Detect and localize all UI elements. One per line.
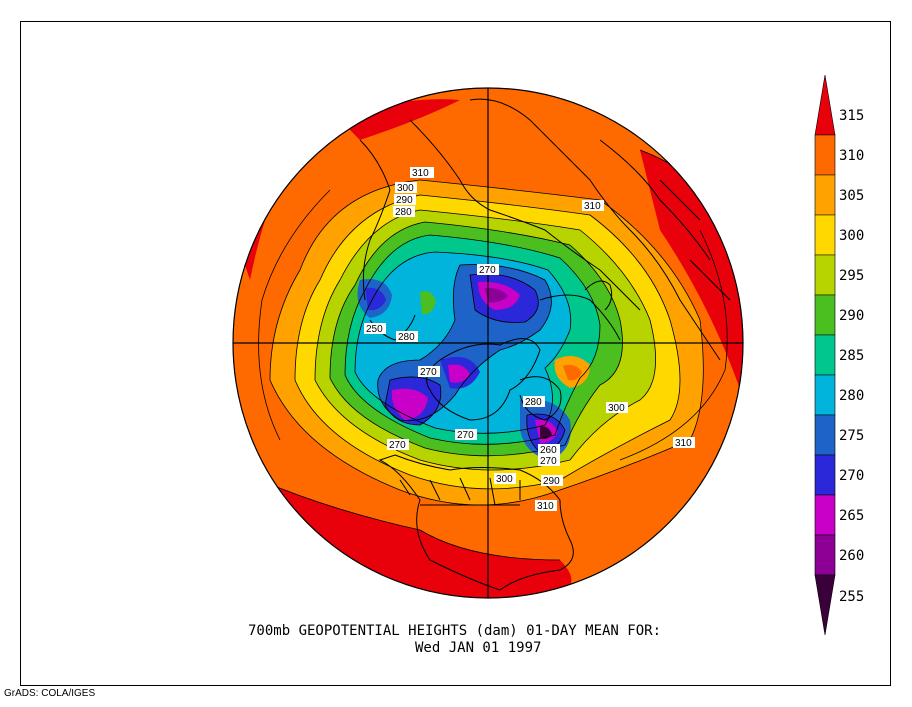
contour-labels: 310 300 290 280 270 250 280 270 280 270 … <box>364 167 695 512</box>
colorbar-label: 285 <box>839 348 864 364</box>
svg-text:300: 300 <box>397 183 414 194</box>
contour-label: 280 <box>396 331 418 343</box>
colorbar-label: 290 <box>839 308 864 324</box>
colorbar-label: 265 <box>839 508 864 524</box>
contour-label: 310 <box>410 167 434 179</box>
colorbar-segment <box>814 134 836 176</box>
plot-title-line-1: 700mb GEOPOTENTIAL HEIGHTS (dam) 01-DAY … <box>248 623 662 639</box>
colorbar-label: 310 <box>839 148 864 164</box>
contour-label: 300 <box>606 402 628 414</box>
colorbar-label: 260 <box>839 548 864 564</box>
colorbar-segment <box>814 454 836 496</box>
contour-label: 250 <box>364 323 386 335</box>
height-field <box>233 88 743 598</box>
svg-text:310: 310 <box>537 501 554 512</box>
colorbar-segment <box>814 494 836 536</box>
svg-text:300: 300 <box>608 403 625 414</box>
colorbar-segment <box>814 254 836 296</box>
contour-label: 290 <box>541 475 563 487</box>
contour-label: 270 <box>418 366 440 378</box>
colorbar-label: 315 <box>839 108 864 124</box>
svg-text:270: 270 <box>540 456 557 467</box>
svg-text:280: 280 <box>525 397 542 408</box>
colorbar-label: 255 <box>839 589 864 605</box>
contour-label: 310 <box>535 500 557 512</box>
svg-text:270: 270 <box>420 367 437 378</box>
svg-text:310: 310 <box>584 201 601 212</box>
footer-credit: GrADS: COLA/IGES <box>4 688 96 699</box>
contour-label: 270 <box>538 455 560 467</box>
svg-text:280: 280 <box>395 207 412 218</box>
contour-label: 270 <box>387 439 409 451</box>
svg-text:290: 290 <box>396 195 413 206</box>
colorbar-label: 270 <box>839 468 864 484</box>
svg-text:310: 310 <box>675 438 692 449</box>
colorbar-segment <box>814 574 836 636</box>
contour-label: 270 <box>477 264 499 276</box>
colorbar-label: 300 <box>839 228 864 244</box>
colorbar-segment <box>814 294 836 336</box>
contour-label: 310 <box>673 437 695 449</box>
svg-text:300: 300 <box>496 474 513 485</box>
contour-label: 310 <box>582 200 604 212</box>
svg-text:280: 280 <box>398 332 415 343</box>
svg-text:270: 270 <box>479 265 496 276</box>
colorbar-label: 305 <box>839 188 864 204</box>
colorbar-segment <box>814 214 836 256</box>
svg-text:270: 270 <box>389 440 406 451</box>
svg-text:310: 310 <box>412 168 429 179</box>
svg-text:290: 290 <box>543 476 560 487</box>
colorbar-segment <box>814 534 836 576</box>
colorbar-segment <box>814 174 836 216</box>
contour-label: 270 <box>455 429 477 441</box>
colorbar-label: 295 <box>839 268 864 284</box>
plot-title-line-2: Wed JAN 01 1997 <box>415 640 542 656</box>
contour-label: 280 <box>393 206 415 218</box>
contour-label: 300 <box>395 182 417 194</box>
svg-text:260: 260 <box>540 445 557 456</box>
contour-label: 300 <box>494 473 516 485</box>
plot-frame <box>20 21 891 686</box>
contour-label: 260 <box>538 444 560 456</box>
colorbar-segment <box>814 374 836 416</box>
colorbar-segment <box>814 74 836 136</box>
contour-label: 280 <box>523 396 545 408</box>
colorbar-label: 275 <box>839 428 864 444</box>
colorbar-label: 280 <box>839 388 864 404</box>
svg-text:250: 250 <box>366 324 383 335</box>
colorbar-segment <box>814 414 836 456</box>
colorbar: 315 310 305 300 295 290 285 280 275 270 265 260 255 <box>814 74 864 636</box>
svg-text:270: 270 <box>457 430 474 441</box>
contour-label: 290 <box>394 194 416 206</box>
colorbar-segment <box>814 334 836 376</box>
